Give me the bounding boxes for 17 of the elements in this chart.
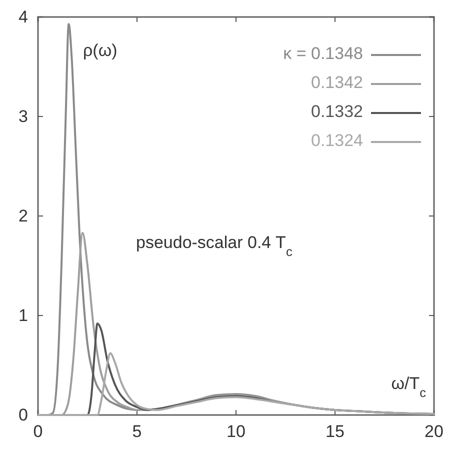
x-tick-label: 0 bbox=[33, 422, 43, 442]
x-tick-label: 20 bbox=[424, 422, 444, 442]
legend-label: 0.1324 bbox=[311, 131, 363, 150]
y-tick-label: 1 bbox=[18, 306, 28, 325]
x-tick-label: 10 bbox=[226, 422, 246, 442]
y-tick-label: 0 bbox=[18, 405, 28, 424]
y-tick-label: 2 bbox=[18, 206, 28, 226]
y-axis-title: ρ(ω) bbox=[83, 41, 118, 60]
y-tick-label: 4 bbox=[18, 7, 28, 26]
x-tick-label: 15 bbox=[326, 422, 344, 442]
x-axis-title: ω/T$_{c}$ bbox=[391, 374, 427, 400]
legend-label: 0.1332 bbox=[311, 102, 363, 122]
legend-label: κ = 0.1348 bbox=[283, 44, 363, 64]
y-tick-label: 3 bbox=[18, 106, 28, 126]
legend-label: 0.1342 bbox=[311, 73, 363, 92]
x-tick-label: 5 bbox=[132, 422, 142, 442]
annotation: pseudo-scalar 0.4 T$_{c}$ bbox=[136, 233, 293, 258]
